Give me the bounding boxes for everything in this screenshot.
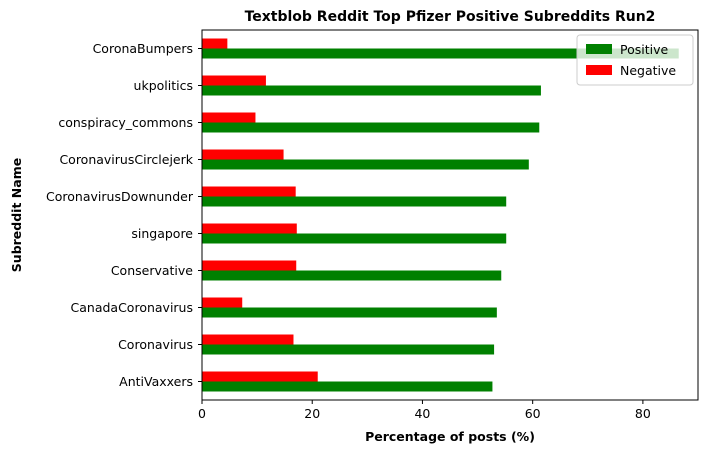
bar-positive — [202, 196, 507, 207]
y-tick-label: Coronavirus — [118, 337, 193, 352]
x-tick-label: 0 — [198, 406, 206, 421]
bar-positive — [202, 159, 529, 170]
y-tick-label: Conservative — [111, 263, 193, 278]
y-tick-label: CanadaCoronavirus — [71, 300, 193, 315]
bar-group — [202, 149, 529, 170]
y-tick-label: CoronavirusCirclejerk — [59, 152, 193, 167]
bar-negative — [202, 371, 318, 382]
bar-negative — [202, 38, 228, 49]
plot-area: CoronaBumpers ukpolitics conspiracy_common… — [46, 29, 699, 421]
x-tick-label: 80 — [635, 406, 651, 421]
bar-positive — [202, 122, 540, 133]
bar-negative — [202, 186, 296, 197]
bar-negative — [202, 260, 297, 271]
y-tick-label: singapore — [131, 226, 193, 241]
bar-group — [202, 260, 502, 281]
bar-negative — [202, 149, 284, 160]
y-axis-label: Subreddit Name — [9, 158, 24, 272]
bar-group — [202, 38, 679, 59]
bar-group — [202, 75, 541, 96]
y-tick-label: conspiracy_commons — [58, 115, 193, 130]
legend-swatch — [586, 44, 612, 54]
bar-positive — [202, 381, 493, 392]
y-tick-label: ukpolitics — [134, 78, 193, 93]
bar-group — [202, 334, 495, 355]
bar-negative — [202, 75, 266, 86]
bar-positive — [202, 344, 495, 355]
legend: Positive Negative — [576, 34, 694, 86]
legend-entry: Negative — [620, 63, 676, 78]
chart-title: Textblob Reddit Top Pfizer Positive Subr… — [245, 9, 656, 25]
bar-positive — [202, 85, 541, 96]
x-axis-label: Percentage of posts (%) — [365, 429, 535, 444]
legend-swatch — [586, 65, 612, 75]
x-tick-label: 40 — [414, 406, 430, 421]
bar-group — [202, 223, 507, 244]
bar-positive — [202, 270, 502, 281]
axes-frame — [201, 29, 699, 401]
bar-group — [202, 186, 507, 207]
y-tick-label: CoronavirusDownunder — [46, 189, 194, 204]
bar-positive — [202, 48, 679, 59]
bar-group — [202, 371, 493, 392]
x-tick-label: 20 — [304, 406, 320, 421]
bar-positive — [202, 233, 507, 244]
legend-entry: Positive — [620, 42, 668, 57]
bar-negative — [202, 297, 243, 308]
bar-group — [202, 297, 497, 318]
bar-negative — [202, 223, 297, 234]
y-tick-label: AntiVaxxers — [119, 374, 193, 389]
x-tick-label: 60 — [525, 406, 541, 421]
bar-group — [202, 112, 540, 133]
bar-negative — [202, 334, 294, 345]
y-tick-label: CoronaBumpers — [93, 41, 193, 56]
bar-positive — [202, 307, 497, 318]
bar-negative — [202, 112, 256, 123]
